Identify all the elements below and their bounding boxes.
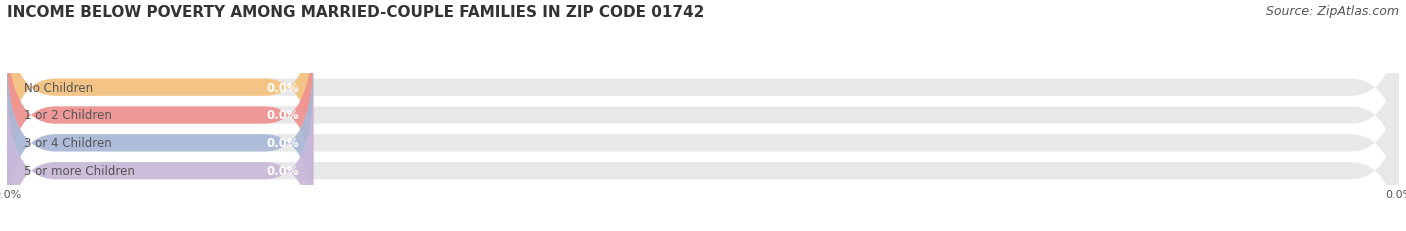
Text: No Children: No Children — [24, 81, 93, 94]
FancyBboxPatch shape — [7, 0, 1399, 176]
FancyBboxPatch shape — [7, 55, 314, 231]
FancyBboxPatch shape — [7, 82, 314, 231]
Text: 5 or more Children: 5 or more Children — [24, 164, 135, 177]
Text: 0.0%: 0.0% — [267, 81, 299, 94]
Text: 0.0%: 0.0% — [267, 164, 299, 177]
Text: 0.0%: 0.0% — [267, 137, 299, 150]
FancyBboxPatch shape — [7, 27, 314, 204]
Text: INCOME BELOW POVERTY AMONG MARRIED-COUPLE FAMILIES IN ZIP CODE 01742: INCOME BELOW POVERTY AMONG MARRIED-COUPL… — [7, 5, 704, 20]
Text: 0.0%: 0.0% — [267, 109, 299, 122]
FancyBboxPatch shape — [7, 55, 1399, 231]
FancyBboxPatch shape — [7, 0, 314, 176]
Text: Source: ZipAtlas.com: Source: ZipAtlas.com — [1265, 5, 1399, 18]
Text: 3 or 4 Children: 3 or 4 Children — [24, 137, 111, 150]
Text: 1 or 2 Children: 1 or 2 Children — [24, 109, 111, 122]
FancyBboxPatch shape — [7, 27, 1399, 204]
FancyBboxPatch shape — [7, 82, 1399, 231]
